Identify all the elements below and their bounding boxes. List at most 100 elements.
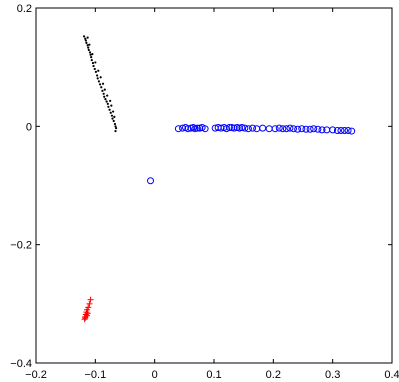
dot-point	[104, 98, 107, 101]
dot-point	[91, 61, 95, 65]
dot-point	[96, 74, 99, 77]
dot-point	[101, 82, 105, 85]
x-tick-label: 0	[152, 369, 158, 381]
dot-point	[86, 44, 89, 47]
circle-point	[241, 124, 249, 132]
circle-point	[147, 177, 155, 185]
dot-point	[100, 86, 103, 89]
dot-point	[84, 39, 87, 42]
dot-point	[107, 105, 110, 108]
circle-point	[348, 127, 356, 135]
dot-point	[110, 104, 113, 107]
circle-point	[282, 125, 290, 133]
dot-point	[90, 56, 93, 59]
series-plus-points	[81, 296, 94, 323]
x-tick-labels: −0.2 −0.1 0 0.1 0.2 0.3 0.4	[25, 369, 399, 381]
circle-point	[298, 125, 306, 133]
dot-point	[102, 92, 105, 95]
data-marks	[81, 35, 356, 323]
dot-point	[98, 83, 102, 86]
dot-point	[89, 53, 92, 56]
dot-point	[94, 61, 97, 64]
circle-point	[244, 125, 252, 133]
circle-point	[337, 126, 345, 134]
dot-point	[108, 108, 111, 111]
x-tick-label: −0.2	[25, 369, 47, 381]
plus-point	[85, 304, 92, 311]
series-dot-points	[82, 35, 118, 133]
circle-point	[306, 125, 314, 133]
dot-point	[103, 95, 106, 98]
circle-point	[225, 124, 233, 132]
dot-point	[115, 127, 118, 130]
y-tick-label: 0	[26, 121, 32, 133]
dot-point	[97, 69, 100, 72]
dot-point	[92, 64, 95, 68]
dot-point	[96, 77, 99, 80]
y-tick-label: −0.2	[10, 240, 32, 252]
circle-point	[238, 124, 246, 132]
circle-point	[193, 124, 201, 132]
dot-point	[90, 58, 93, 62]
y-tick-label: 0.2	[17, 3, 32, 15]
dot-point	[88, 43, 91, 46]
circle-point	[310, 125, 318, 133]
circle-point	[329, 126, 337, 134]
circle-point	[279, 125, 287, 133]
plot-area	[35, 7, 393, 364]
dot-point	[99, 76, 102, 79]
circle-point	[314, 125, 322, 133]
circle-point	[318, 126, 326, 134]
dot-point	[106, 102, 109, 105]
dot-point	[113, 115, 116, 118]
dot-point	[110, 114, 114, 117]
dot-point	[87, 46, 90, 49]
x-tick-label: 0.4	[384, 369, 399, 381]
circle-point	[217, 124, 225, 132]
dot-point	[112, 119, 115, 123]
dot-point	[111, 117, 114, 120]
dot-point	[112, 110, 115, 113]
circle-point	[259, 124, 267, 132]
circle-point	[174, 125, 182, 133]
dot-point	[82, 35, 86, 38]
circle-point	[302, 125, 310, 133]
circle-point	[290, 125, 298, 133]
circle-point	[294, 125, 302, 133]
dot-point	[113, 122, 117, 126]
plus-point	[84, 310, 91, 317]
dot-point	[97, 80, 100, 83]
y-tick-labels: −0.4 −0.2 0 0.2	[10, 3, 32, 370]
dot-point	[105, 100, 108, 103]
dot-point	[88, 51, 92, 54]
x-tick-label: −0.1	[84, 369, 106, 381]
dot-point	[109, 99, 112, 102]
x-tick-label: 0.2	[266, 369, 281, 381]
y-tick-label: −0.4	[10, 358, 32, 370]
circle-point	[286, 124, 294, 132]
dot-point	[94, 70, 98, 73]
dot-point	[114, 129, 117, 133]
circle-point	[275, 124, 283, 132]
plus-point	[87, 296, 94, 303]
dot-point	[85, 41, 88, 45]
circle-point	[333, 126, 341, 134]
dot-point	[93, 67, 96, 71]
x-tick-label: 0.3	[325, 369, 340, 381]
x-tick-label: 0.1	[206, 369, 221, 381]
dot-point	[106, 94, 109, 97]
axis-ticks	[35, 7, 393, 364]
circle-point	[341, 126, 349, 134]
circle-point	[189, 124, 197, 132]
dot-point	[84, 37, 87, 40]
dot-point	[114, 125, 117, 128]
series-open-circle-points	[147, 124, 356, 185]
dot-point	[91, 53, 94, 56]
dot-point	[101, 89, 104, 92]
circle-point	[201, 125, 209, 133]
circle-point	[230, 124, 238, 132]
dot-point	[109, 111, 112, 114]
plus-point	[86, 300, 93, 307]
dot-point	[86, 36, 89, 39]
